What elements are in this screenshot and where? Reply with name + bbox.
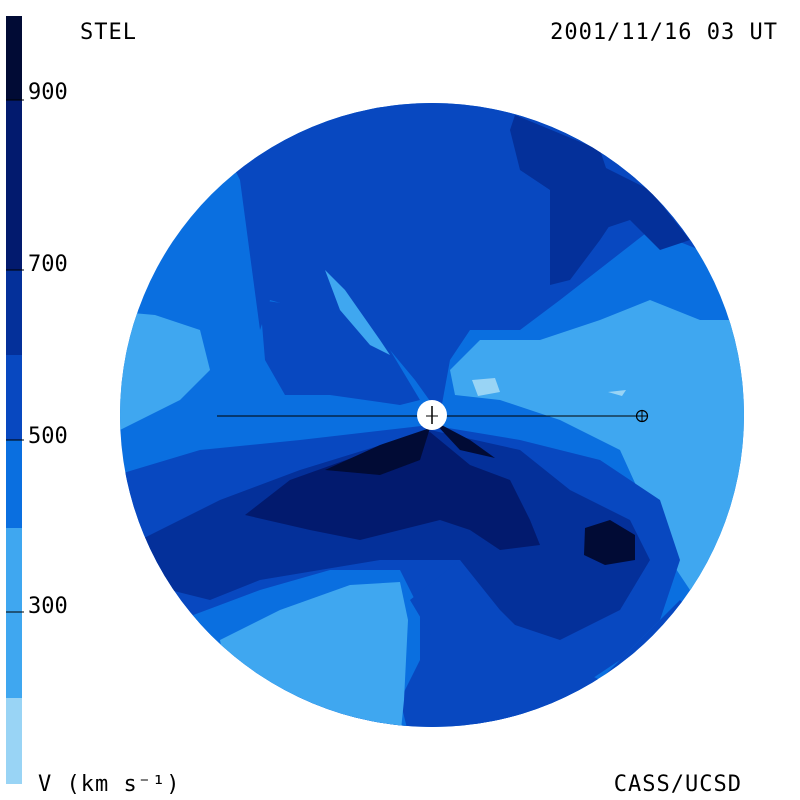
contour-region [260,300,420,405]
colorbar-band [6,698,22,784]
contour-region [432,420,495,458]
contour-region [584,520,635,565]
colorbar-band [6,16,22,100]
sun-icon [417,400,447,430]
colorbar-quantity-label: V (km s⁻¹) [38,772,181,797]
colorbar-tick-label: 500 [28,424,68,449]
colorbar [6,16,24,784]
instrument-label: STEL [80,20,137,45]
datetime-label: 2001/11/16 03 UT [550,20,778,45]
colorbar-band [6,270,22,355]
credit-label: CASS/UCSD [613,772,742,797]
colorbar-band [6,440,22,528]
contour-region [472,378,500,396]
contour-region [140,430,650,640]
colorbar-band [6,528,22,698]
contour-region [450,300,744,600]
colorbar-band [6,355,22,440]
colorbar-tick-label: 300 [28,594,68,619]
contour-region [510,115,620,285]
colorbar-tick-label: 700 [28,252,68,277]
colorbar-band [6,100,22,270]
contour-region [245,432,540,550]
contour-region [325,270,390,355]
contour-region [325,428,430,475]
contour-region [608,390,626,396]
earth-icon [635,409,649,423]
contour-region [580,155,690,250]
colorbar-tick-label: 900 [28,80,68,105]
